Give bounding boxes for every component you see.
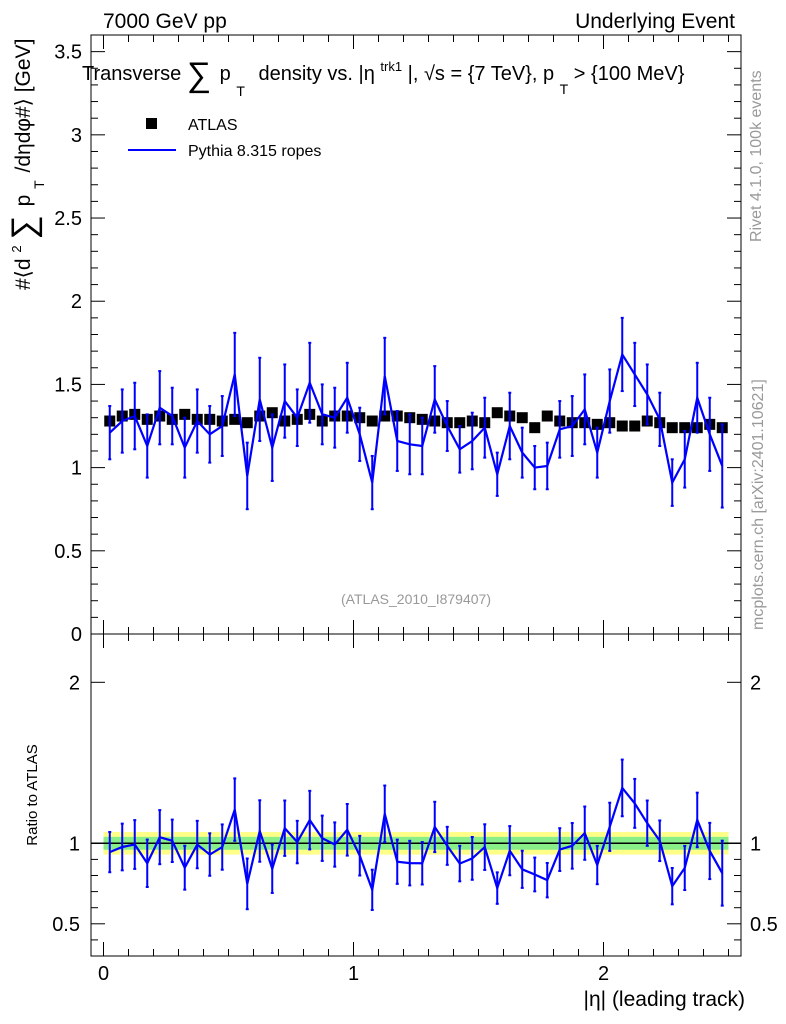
atlas-point (491, 407, 503, 419)
title-text-d: > {100 MeV} (574, 63, 685, 85)
main-series (104, 316, 728, 511)
title-p-sub: T (236, 83, 245, 99)
x-tick-label: 0 (98, 963, 109, 985)
atlas-point (666, 422, 678, 434)
main-y-tick-label: 0.5 (54, 541, 82, 563)
title-sum-symbol: ∑ (187, 56, 211, 94)
x-tick-label: 1 (348, 963, 359, 985)
atlas-point (241, 417, 253, 429)
ratio-y-tick-label-right: 0.5 (750, 914, 778, 936)
ratio-y-tick-label-right: 2 (750, 672, 761, 694)
legend-atlas-marker (146, 118, 157, 129)
title-eta-sup: trk1 (380, 59, 402, 74)
ylabel-b: /dηdφ#⟩ [GeV] (12, 39, 35, 173)
ratio-plot-frame (90, 633, 742, 957)
ratio-ylabel: Ratio to ATLAS (24, 744, 41, 845)
ratio-y-tick-label-left: 1 (69, 833, 80, 855)
main-y-tick-label: 2.5 (54, 208, 82, 230)
main-y-tick-label: 3.5 (54, 42, 82, 64)
x-tick-label: 2 (598, 963, 609, 985)
title-p: p (220, 63, 231, 85)
main-ylabel: #⟨d 2 ∑ p T /dηdφ#⟩ [GeV] (3, 39, 49, 290)
analysis-label: (ATLAS_2010_I879407) (341, 591, 491, 607)
xlabel: |η| (leading track) (584, 988, 745, 1011)
ratio-y-tick-label-left: 0.5 (52, 914, 80, 936)
atlas-point (229, 413, 241, 425)
ylabel-a-sup: 2 (9, 245, 24, 252)
main-y-tick-label: 2 (71, 291, 82, 313)
ylabel-sum-symbol: ∑ (5, 215, 43, 239)
ylabel-a: #⟨d (12, 258, 35, 290)
header-left: 7000 GeV pp (103, 10, 227, 33)
atlas-point (266, 407, 278, 419)
main-y-tick-label: 1.5 (54, 374, 82, 396)
rivet-label: Rivet 4.1.0, 100k events (748, 70, 765, 242)
title-text-a: Transverse (82, 63, 181, 85)
title-c-sub: T (560, 81, 569, 97)
ylabel-p-sub: T (31, 180, 47, 189)
atlas-point (379, 410, 391, 422)
main-y-tick-label: 1 (71, 458, 82, 480)
axis-tick-labels: 0 1 2 0 0.5 1 1.5 2 2.5 3 3.5 0.5 0.5 1 1 2 2 (52, 42, 778, 985)
plot-title: Transverse ∑ p T density vs. |η trk1 |, … (82, 54, 685, 101)
atlas-point (454, 417, 466, 429)
ratio-line (109, 785, 724, 895)
title-text-c: |, √s = {7 TeV}, p (408, 63, 554, 85)
pythia-line (109, 351, 724, 486)
atlas-point (179, 408, 191, 420)
ratio-y-tick-label-right: 1 (750, 833, 761, 855)
main-y-tick-label: 3 (71, 125, 82, 147)
ylabel-p: p (12, 195, 35, 207)
legend-pythia-label: Pythia 8.315 ropes (188, 143, 321, 160)
atlas-point (629, 420, 641, 432)
axis-ticks (91, 34, 741, 956)
ratio-series (108, 758, 724, 911)
atlas-point (541, 410, 553, 422)
mcplots-label: mcplots.cern.ch [arXiv:2401.10621] (750, 379, 767, 630)
atlas-point (616, 420, 628, 432)
ratio-y-tick-label-left: 2 (69, 672, 80, 694)
title-text-b: density vs. |η (258, 63, 374, 85)
header-right: Underlying Event (575, 10, 735, 33)
atlas-point (591, 418, 603, 430)
atlas-point (366, 415, 378, 427)
atlas-point (679, 422, 691, 434)
atlas-point (529, 422, 541, 434)
legend-atlas-label: ATLAS (188, 117, 238, 134)
main-y-tick-label: 0 (71, 624, 82, 646)
atlas-point (516, 412, 528, 424)
